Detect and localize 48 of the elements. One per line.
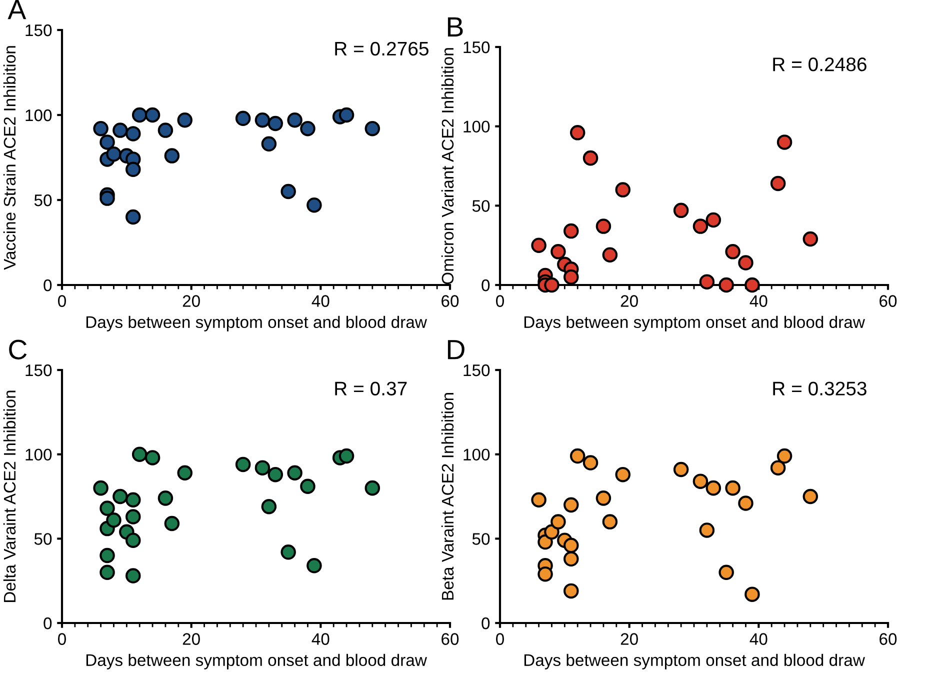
x-tick-label: 40 — [312, 633, 330, 645]
x-tick-label: 0 — [58, 295, 66, 307]
x-tick-label: 0 — [496, 295, 504, 307]
y-tick-label: 150 — [26, 24, 52, 36]
x-tick-label: 40 — [312, 295, 330, 307]
y-tick-label: 100 — [26, 109, 52, 122]
x-axis-title: Days between symptom onset and blood draw — [86, 316, 427, 332]
annotation: R = 0.37 — [335, 382, 407, 396]
x-tick-label: 20 — [182, 633, 200, 645]
x-tick-label: 60 — [442, 295, 459, 307]
x-tick-label: 20 — [182, 295, 200, 307]
text: A — [8, 0, 26, 20]
annotation: R = 0.2765 — [335, 42, 428, 56]
text: C — [9, 340, 27, 360]
y-tick-label: 0 — [482, 617, 490, 630]
y-axis-title: Delta Varaint ACE2 Inhibition — [3, 390, 16, 602]
y-tick-label: 50 — [472, 200, 490, 212]
y-axis-title: Beta Varaint ACE2 Inhibition — [441, 393, 454, 600]
y-tick-label: 100 — [464, 448, 490, 461]
text: D — [448, 340, 464, 360]
y-tick-label: 100 — [464, 120, 490, 133]
x-tick-label: 40 — [750, 633, 768, 645]
y-tick-label: 50 — [34, 533, 52, 545]
annotation: R = 0.2486 — [773, 57, 866, 72]
x-axis-title: Days between symptom onset and blood draw — [524, 654, 865, 670]
x-tick-label: 60 — [442, 633, 459, 645]
y-tick-label: 0 — [44, 617, 52, 630]
y-axis-title: Omicron Variant ACE2 Inhibition — [441, 48, 454, 284]
x-tick-label: 20 — [620, 295, 638, 307]
x-axis-title: Days between symptom onset and blood draw — [524, 316, 865, 332]
y-tick-label: 0 — [482, 279, 490, 292]
y-axis-title: Vaccine Strain ACE2 Inhibition — [3, 46, 16, 270]
y-tick-label: 50 — [34, 194, 52, 206]
x-axis-title: Days between symptom onset and blood draw — [86, 654, 427, 670]
annotation: B — [448, 17, 463, 36]
y-tick-label: 100 — [26, 448, 52, 461]
x-tick-label: 40 — [750, 295, 768, 307]
x-tick-label: 0 — [58, 633, 66, 645]
y-tick-label: 150 — [26, 364, 52, 376]
x-tick-label: 0 — [496, 633, 504, 645]
x-tick-label: 60 — [880, 295, 897, 307]
y-tick-label: 150 — [464, 41, 490, 54]
x-tick-label: 20 — [620, 633, 638, 645]
y-tick-label: 50 — [472, 533, 490, 545]
x-tick-label: 60 — [880, 633, 897, 645]
annotation: R = 0.3253 — [773, 382, 866, 396]
y-tick-label: 0 — [44, 279, 52, 292]
y-tick-label: 150 — [464, 364, 490, 376]
